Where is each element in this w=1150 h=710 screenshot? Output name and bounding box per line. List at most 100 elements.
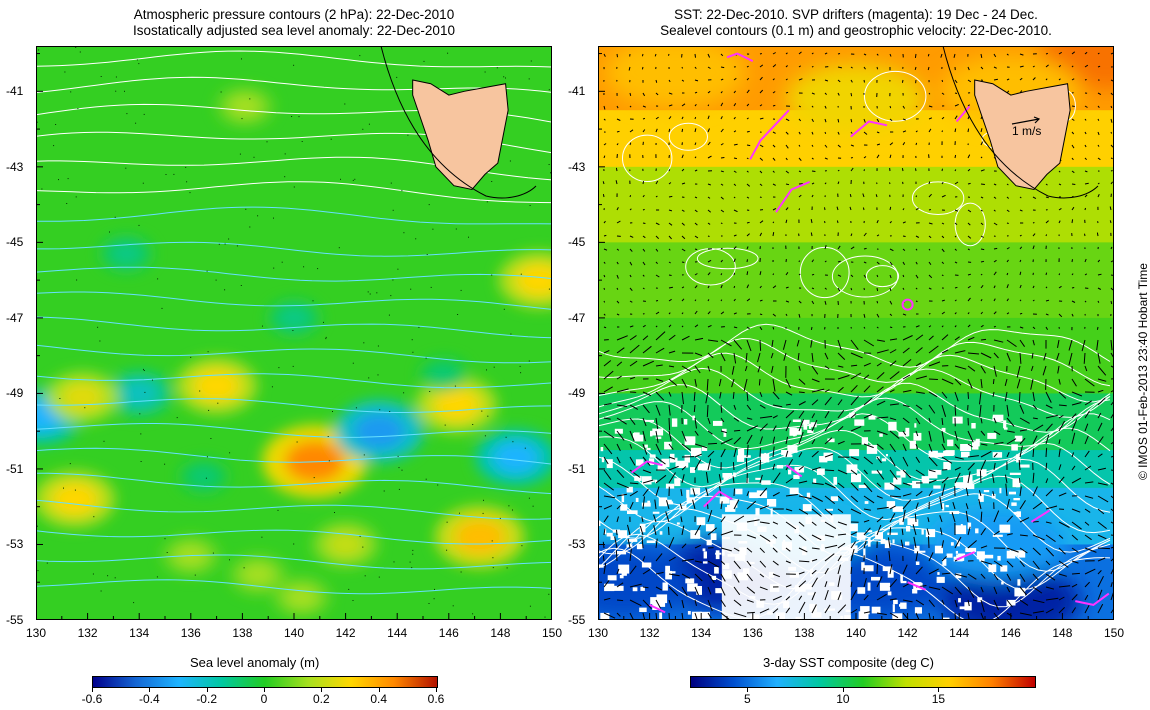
velocity-arrow bbox=[993, 586, 998, 595]
velocity-arrow bbox=[863, 53, 867, 56]
velocity-arrow bbox=[655, 586, 663, 591]
cloud-patch bbox=[899, 518, 904, 525]
sla-dot bbox=[63, 487, 64, 489]
velocity-arrow bbox=[798, 431, 804, 445]
velocity-arrow bbox=[1096, 326, 1099, 330]
x-tick-label: 148 bbox=[1052, 626, 1073, 640]
sla-dot bbox=[550, 172, 551, 174]
velocity-arrow bbox=[915, 417, 921, 425]
sla-dot bbox=[293, 543, 295, 545]
pressure-contour-12 bbox=[36, 344, 552, 364]
velocity-arrow bbox=[915, 248, 918, 251]
velocity-arrow bbox=[967, 312, 970, 315]
velocity-arrow bbox=[746, 560, 752, 567]
velocity-arrow bbox=[642, 261, 646, 266]
velocity-arrow bbox=[642, 324, 646, 328]
cloud-patch bbox=[950, 542, 954, 546]
sla-dot bbox=[207, 351, 209, 353]
velocity-arrow bbox=[824, 453, 834, 458]
velocity-arrow bbox=[681, 128, 684, 133]
pressure-contour-21 bbox=[36, 579, 552, 595]
velocity-arrow bbox=[694, 365, 701, 374]
velocity-arrow bbox=[993, 599, 999, 611]
velocity-arrow bbox=[902, 509, 906, 523]
velocity-arrow bbox=[759, 144, 764, 148]
velocity-arrow bbox=[655, 417, 659, 430]
velocity-arrow bbox=[915, 502, 919, 510]
left-title-line2: Isostatically adjusted sea level anomaly… bbox=[133, 23, 455, 38]
velocity-arrow bbox=[889, 527, 892, 536]
cloud-patch bbox=[921, 476, 930, 484]
velocity-arrow bbox=[733, 515, 745, 523]
velocity-arrow bbox=[876, 443, 884, 450]
velocity-arrow bbox=[902, 335, 913, 341]
cloud-patch bbox=[691, 611, 702, 620]
velocity-arrow bbox=[941, 417, 944, 426]
sla-feature-core-6 bbox=[61, 383, 103, 412]
velocity-arrow bbox=[642, 488, 649, 497]
sla-features bbox=[36, 86, 552, 617]
sla-dot bbox=[548, 288, 550, 290]
velocity-arrow bbox=[1084, 365, 1088, 372]
velocity-arrow bbox=[772, 521, 779, 525]
cloud-patch bbox=[866, 530, 873, 533]
sla-dot bbox=[157, 278, 159, 280]
velocity-arrow bbox=[1071, 183, 1076, 185]
velocity-arrow bbox=[850, 495, 859, 503]
velocity-arrow bbox=[1097, 495, 1109, 503]
sla-dot bbox=[362, 128, 364, 130]
velocity-arrow bbox=[1019, 259, 1022, 263]
velocity-arrow bbox=[837, 118, 840, 123]
velocity-arrow bbox=[772, 463, 776, 471]
x-tick-label: 138 bbox=[794, 626, 815, 640]
velocity-arrow bbox=[811, 300, 815, 305]
velocity-arrow bbox=[798, 465, 804, 471]
velocity-arrow bbox=[628, 66, 631, 71]
sla-dot bbox=[491, 181, 493, 182]
left-title-line1: Atmospheric pressure contours (2 hPa): 2… bbox=[133, 7, 455, 22]
velocity-arrow bbox=[811, 131, 814, 135]
sla-dot bbox=[38, 49, 40, 51]
velocity-arrow bbox=[979, 470, 982, 484]
cloud-patch bbox=[639, 607, 647, 612]
velocity-arrow bbox=[954, 115, 958, 120]
velocity-arrow bbox=[642, 274, 645, 277]
velocity-arrow bbox=[603, 326, 607, 329]
velocity-arrow bbox=[707, 209, 712, 213]
cloud-patch bbox=[788, 469, 792, 475]
sla-feature-core-11 bbox=[327, 531, 364, 558]
velocity-arrow bbox=[629, 195, 632, 198]
velocity-arrow bbox=[863, 594, 869, 601]
sla-dot bbox=[176, 417, 178, 419]
velocity-arrow bbox=[1084, 118, 1087, 121]
cloud-patch bbox=[607, 575, 617, 581]
velocity-arrow bbox=[837, 409, 845, 419]
velocity-arrow bbox=[602, 181, 605, 185]
velocity-arrow bbox=[746, 221, 750, 224]
sla-dot bbox=[429, 391, 431, 392]
drifter-track-5 bbox=[630, 460, 663, 474]
velocity-arrow bbox=[915, 92, 917, 95]
x-tick-label: 144 bbox=[387, 626, 408, 640]
velocity-arrow bbox=[1109, 206, 1112, 211]
sla-dot bbox=[166, 552, 168, 553]
velocity-arrow bbox=[642, 612, 646, 620]
velocity-arrow bbox=[954, 456, 964, 460]
sealevel-eddy-6 bbox=[911, 181, 965, 215]
sla-dot bbox=[206, 456, 208, 458]
velocity-arrow bbox=[668, 128, 671, 133]
velocity-arrow bbox=[616, 529, 618, 536]
cloud-patch bbox=[813, 478, 817, 484]
velocity-arrow bbox=[707, 430, 713, 435]
velocity-arrow bbox=[772, 144, 776, 148]
velocity-arrow bbox=[668, 274, 672, 276]
velocity-arrow bbox=[680, 489, 683, 497]
velocity-arrow bbox=[811, 521, 817, 526]
velocity-arrow bbox=[629, 92, 632, 97]
velocity-arrow bbox=[772, 391, 780, 400]
velocity-arrow bbox=[928, 430, 932, 442]
velocity-arrow bbox=[694, 299, 697, 302]
velocity-arrow bbox=[967, 526, 971, 536]
cloud-block bbox=[721, 514, 851, 620]
velocity-arrow bbox=[915, 362, 922, 367]
